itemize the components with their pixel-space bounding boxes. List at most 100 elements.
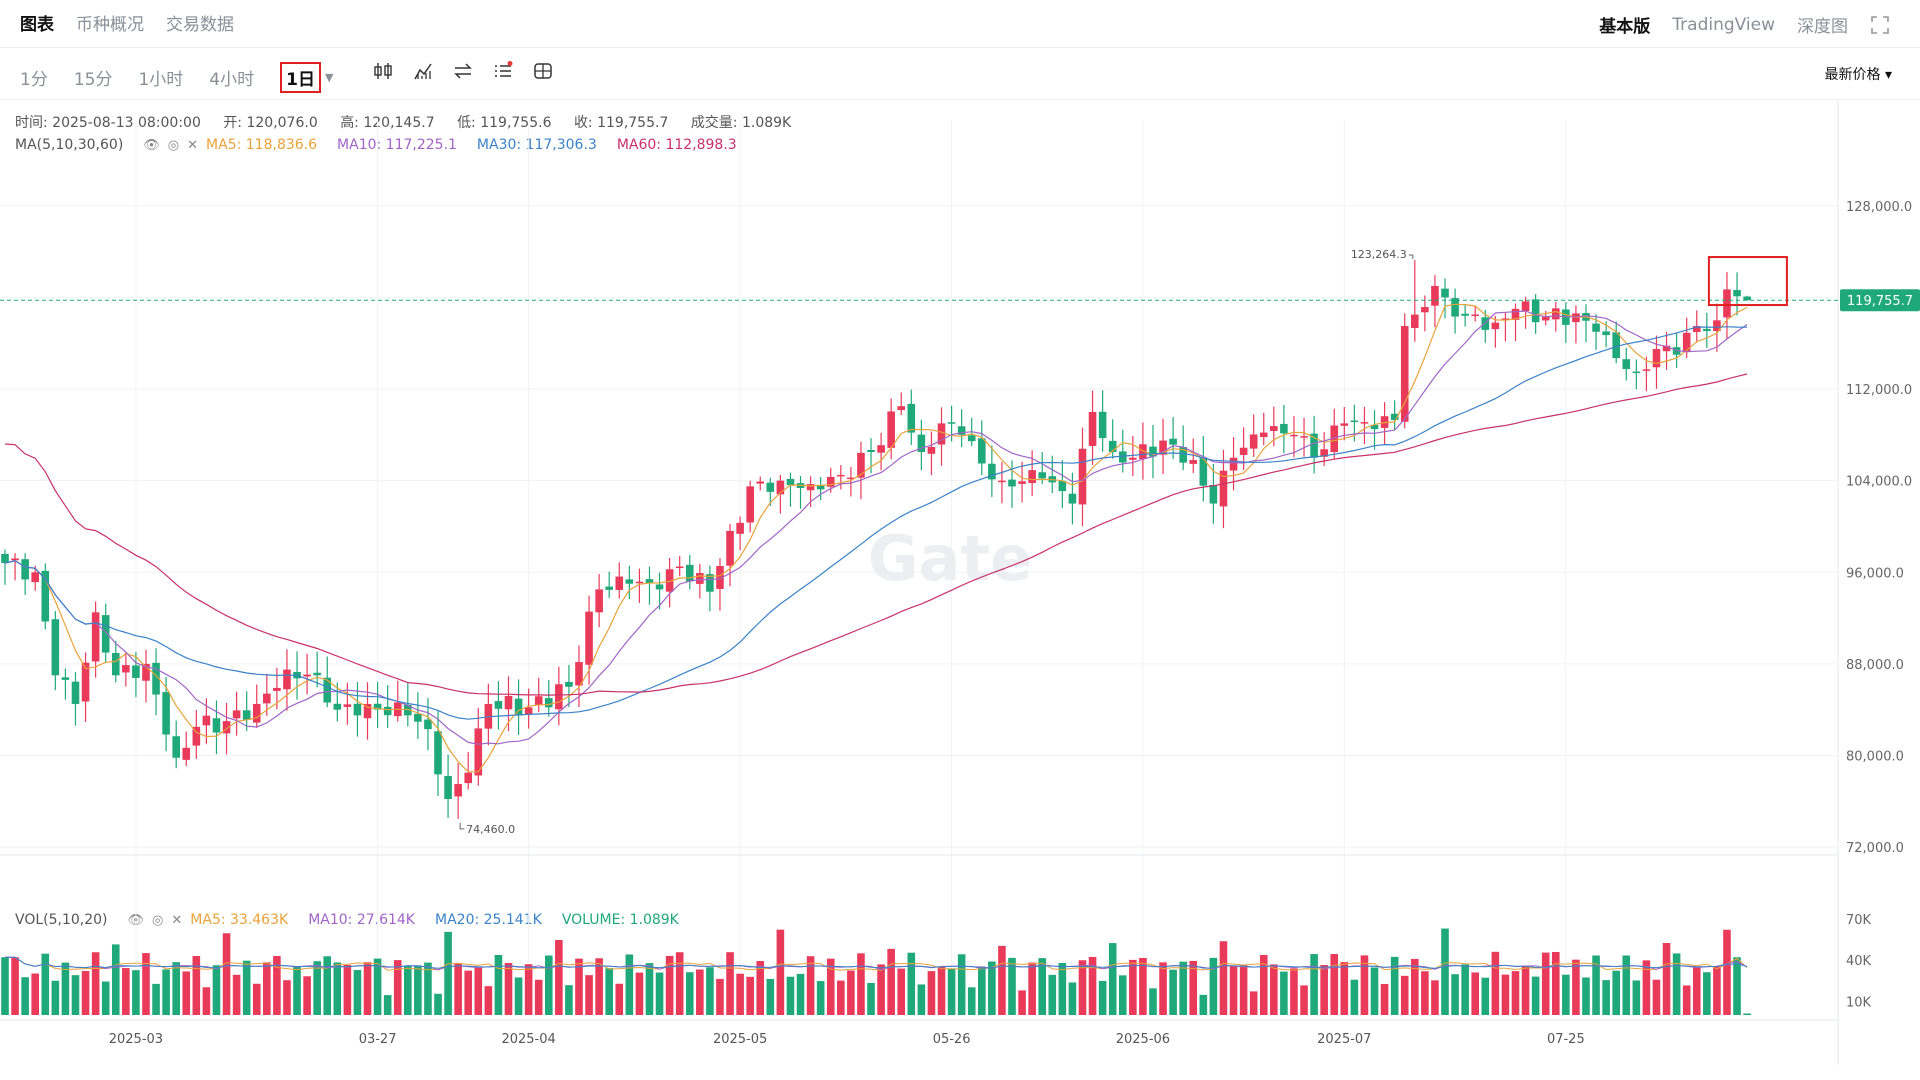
volume-axis-label: 10K <box>1846 995 1872 1010</box>
close-icon[interactable]: ✕ <box>171 912 183 928</box>
volume-bar <box>1572 959 1580 1015</box>
tab-depth[interactable]: 深度图 <box>1797 17 1848 37</box>
volume-bar <box>1582 977 1590 1015</box>
volume-bar <box>1129 959 1137 1015</box>
candle-body <box>162 692 170 735</box>
candle-body <box>1159 440 1167 455</box>
tab-basic[interactable]: 基本版 <box>1599 17 1651 37</box>
volume-bar <box>162 969 170 1015</box>
tab-tradingview[interactable]: TradingView <box>1672 14 1775 35</box>
volume-bar <box>1602 980 1610 1015</box>
swap-icon[interactable] <box>452 60 474 82</box>
ohlc-open: 开: 120,076.0 <box>223 115 318 131</box>
interval-1h[interactable]: 1小时 <box>138 70 184 90</box>
volume-bar <box>1280 971 1288 1015</box>
volume-bar <box>1179 961 1187 1015</box>
candlestick-icon[interactable] <box>372 60 394 82</box>
candle-body <box>1541 316 1550 321</box>
candle-body <box>544 698 553 708</box>
candle-body <box>212 718 221 733</box>
candle-body <box>696 573 704 584</box>
candle-body <box>1199 457 1208 486</box>
volume-bar <box>1310 954 1318 1015</box>
vol-ma20-value: MA20: 25.141K <box>435 912 542 928</box>
tab-trade-data[interactable]: 交易数据 <box>166 15 234 35</box>
chevron-down-icon[interactable]: ▼ <box>324 71 334 84</box>
fullscreen-icon[interactable] <box>1870 15 1890 35</box>
candle-body <box>595 589 603 613</box>
settings-list-icon[interactable] <box>492 60 514 82</box>
volume-bar <box>1008 957 1016 1015</box>
interval-4h[interactable]: 4小时 <box>209 70 255 90</box>
volume-bar <box>172 962 180 1015</box>
volume-bar <box>1471 972 1480 1015</box>
candle-body <box>1320 449 1328 457</box>
candle-body <box>1058 480 1067 492</box>
eye-icon[interactable]: 👁 <box>143 137 160 153</box>
candle-body <box>464 772 473 784</box>
candle-body <box>1249 434 1258 449</box>
candle-body <box>1290 434 1298 437</box>
ma10-value: MA10: 117,225.1 <box>337 137 457 153</box>
volume-bar <box>696 969 704 1015</box>
interval-1m[interactable]: 1分 <box>20 70 48 90</box>
price-chart[interactable]: Gate 123,264.3 74,460.0 119,755.7 128,000.0 1… <box>0 100 1920 1080</box>
ma5-line <box>4 303 1748 773</box>
volume-bar <box>1088 956 1097 1015</box>
gear-icon[interactable]: ◎ <box>152 912 164 928</box>
volume-bar <box>897 968 906 1015</box>
volume-bar <box>1229 965 1238 1015</box>
volume-bar <box>41 953 50 1015</box>
current-price-badge <box>1840 289 1920 312</box>
candle-body <box>1340 423 1349 426</box>
tab-chart[interactable]: 图表 <box>20 15 54 35</box>
volume-bar <box>1723 929 1731 1015</box>
layout-icon[interactable] <box>532 60 554 82</box>
min-price-label: 74,460.0 <box>466 823 515 836</box>
volume-bar <box>1300 985 1308 1015</box>
volume-axis-label: 70K <box>1846 913 1872 928</box>
candle-body <box>957 426 966 435</box>
volume-bar <box>1340 962 1349 1015</box>
candle-body <box>1310 433 1318 458</box>
vol-ma5-line <box>5 956 1748 971</box>
volume-bar <box>716 978 724 1015</box>
volume-bar <box>1682 985 1691 1015</box>
chart-toolbar: 1分 15分 1小时 4小时 1日 ▼ 最新价格 ▾ <box>0 48 1920 100</box>
interval-1d-selected[interactable]: 1日 <box>280 62 321 93</box>
candle-body <box>373 703 382 710</box>
candle-body <box>71 681 80 704</box>
candle-body <box>404 704 412 716</box>
close-icon[interactable]: ✕ <box>187 137 199 153</box>
ma-legend-label: MA(5,10,30,60) <box>15 137 124 153</box>
candle-body <box>746 486 754 523</box>
volume-bar <box>1592 955 1600 1015</box>
volume-bar <box>1541 952 1550 1015</box>
candle-body <box>31 572 40 583</box>
candle-body <box>1139 444 1147 460</box>
candle-body <box>1169 438 1177 445</box>
indicator-icon[interactable] <box>412 60 434 82</box>
interval-15m[interactable]: 15分 <box>73 70 113 90</box>
candle-body <box>434 731 442 775</box>
volume-bar <box>1632 980 1641 1015</box>
price-axis-label: 80,000.0 <box>1846 749 1904 764</box>
gear-icon[interactable]: ◎ <box>167 137 180 153</box>
volume-bar <box>273 956 281 1015</box>
candle-body <box>202 715 211 726</box>
candle-body <box>1118 451 1127 463</box>
time-axis-label: 03-27 <box>359 1032 397 1047</box>
candle-body <box>1280 423 1288 434</box>
tab-coin-overview[interactable]: 币种概况 <box>76 15 144 35</box>
candle-body <box>11 558 19 561</box>
candle-body <box>1189 460 1198 464</box>
price-mode-dropdown[interactable]: 最新价格 ▾ <box>1824 67 1892 83</box>
volume-bar <box>1058 962 1067 1015</box>
volume-bar <box>1219 941 1228 1015</box>
candle-body <box>645 579 654 583</box>
candle-body <box>283 669 291 690</box>
candle-body <box>857 452 865 478</box>
candle-body <box>514 698 523 716</box>
volume-bar <box>1733 957 1741 1015</box>
volume-bar <box>1521 965 1530 1015</box>
